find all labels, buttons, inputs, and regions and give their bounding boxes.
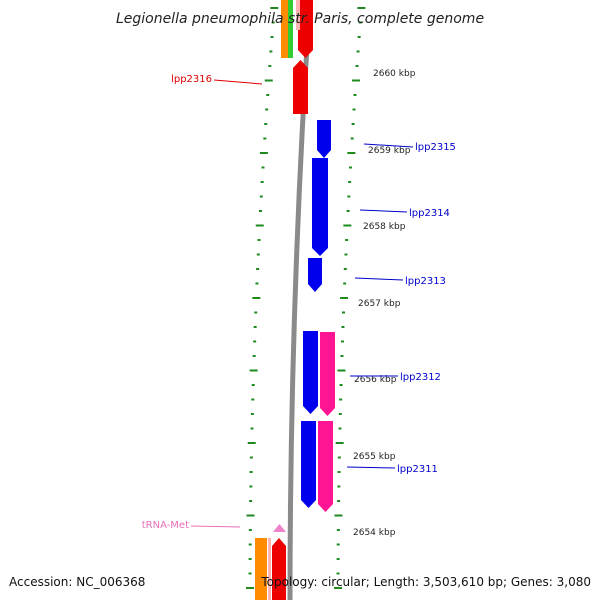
topology-text: Topology: circular; Length: 3,503,610 bp…: [260, 575, 591, 589]
gene-leader-line: [213, 79, 263, 85]
gene-block: [268, 538, 271, 600]
gene-label: lpp2314: [409, 208, 450, 219]
accession-text: Accession: NC_006368: [9, 575, 145, 589]
kbp-label: 2654 kbp: [353, 528, 396, 538]
kbp-label: 2657 kbp: [358, 299, 401, 309]
gene-arrow: [298, 0, 313, 58]
gene-label: lpp2311: [397, 464, 438, 475]
gene-arrow: [312, 158, 328, 256]
gene-leader-line: [346, 466, 396, 469]
gene-arrow: [293, 60, 308, 114]
tick-marks-inner: [246, 7, 279, 589]
gene-arrow: [303, 331, 318, 414]
gene-label: tRNA-Met: [142, 520, 189, 531]
kbp-label: 2659 kbp: [368, 146, 411, 156]
gene-arrow: [308, 258, 322, 292]
gene-block: [281, 0, 288, 58]
kbp-label: 2656 kbp: [354, 375, 397, 385]
gene-leader-line: [359, 209, 408, 213]
gene-leader-line: [363, 143, 414, 148]
gene-arrow: [301, 421, 316, 508]
gene-leader-line: [190, 525, 241, 528]
kbp-label: 2660 kbp: [373, 69, 416, 79]
gene-arrow: [272, 538, 286, 600]
gene-arrow: [273, 524, 286, 532]
gene-label-leaders: [190, 79, 414, 528]
gene-arrow: [318, 421, 333, 512]
kbp-label: 2658 kbp: [363, 222, 406, 232]
map-title: Legionella pneumophila str. Paris, compl…: [116, 11, 484, 27]
kbp-label: 2655 kbp: [353, 452, 396, 462]
tick-marks-outer: [334, 7, 366, 589]
gene-arrow: [317, 120, 331, 158]
kbp-scale-labels: 2660 kbp 2659 kbp 2658 kbp 2657 kbp 2656 kbp…: [353, 69, 416, 538]
gene-label-texts: lpp2316 lpp2315 lpp2314 lpp2313 lpp2312 lpp23…: [142, 74, 456, 531]
gene-label: lpp2313: [405, 276, 446, 287]
gene-label: lpp2315: [415, 142, 456, 153]
gene-block: [255, 538, 267, 600]
gene-label: lpp2316: [171, 74, 212, 85]
gene-block: [288, 0, 293, 58]
gene-block: [296, 0, 300, 30]
gene-arrow: [320, 332, 335, 416]
gene-features: [255, 0, 335, 600]
gene-leader-line: [354, 277, 404, 281]
gene-label: lpp2312: [400, 372, 441, 383]
